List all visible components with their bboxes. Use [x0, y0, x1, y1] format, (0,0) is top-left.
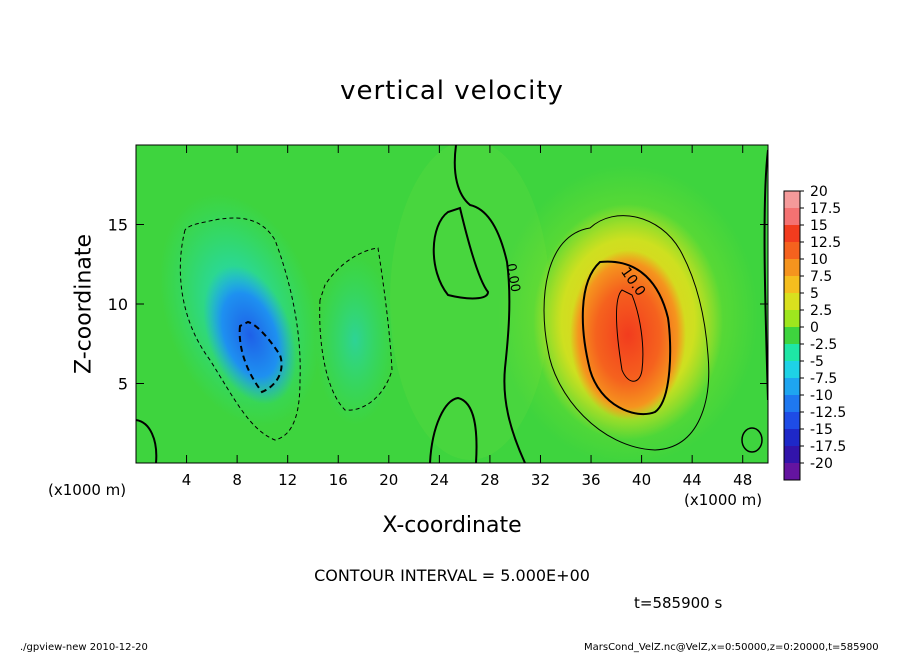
contour-10	[581, 260, 672, 416]
zero-contour-main	[453, 145, 526, 463]
colorbar-label: -5	[810, 354, 824, 370]
x-tick-label: 8	[232, 471, 242, 489]
colorbar-label: 20	[810, 184, 828, 200]
colorbar-swatch	[784, 208, 800, 225]
zero-contour-lower	[429, 396, 478, 463]
weak-updraft-band	[390, 145, 550, 460]
colorbar-label: -12.5	[810, 405, 846, 421]
colorbar-label: -7.5	[810, 371, 837, 387]
x-axis-label: X-coordinate	[382, 513, 522, 538]
colorbar-label: 17.5	[810, 201, 841, 217]
x-tick-label: 24	[430, 471, 449, 489]
footer-right: MarsCond_VelZ.nc@VelZ,x=0:50000,z=0:2000…	[584, 642, 879, 653]
x-tick-label: 12	[278, 471, 297, 489]
colorbar-label: 10	[810, 252, 828, 268]
colorbar-label: -20	[810, 456, 833, 472]
x-unit-label-left: (x1000 m)	[48, 481, 127, 499]
y-tick-label: 10	[108, 295, 128, 314]
downdraft-core	[203, 265, 297, 405]
x-tick-label: 44	[683, 471, 702, 489]
zero-contour-left	[136, 419, 158, 463]
contour-minus-5	[179, 217, 301, 441]
colorbar-swatch	[784, 429, 800, 446]
colorbar-swatch	[784, 310, 800, 327]
contour-minus-10	[238, 320, 283, 394]
colorbar-swatch	[784, 293, 800, 310]
x-tick-label: 32	[531, 471, 550, 489]
x-tick-label: 20	[379, 471, 398, 489]
time-label: t=585900 s	[634, 594, 723, 612]
colorbar-swatch	[784, 259, 800, 276]
colorbar-frame	[783, 190, 801, 481]
colorbar-label: 2.5	[810, 303, 832, 319]
colorbar-label: 12.5	[810, 235, 841, 251]
colorbar-swatch	[784, 412, 800, 429]
y-axis-ticks: 5 10 15	[108, 216, 768, 394]
colorbar-swatch	[784, 191, 800, 208]
contour-15	[616, 289, 644, 382]
contour-5	[543, 215, 710, 451]
zero-contour-loop	[432, 206, 490, 300]
colorbar-label: -10	[810, 388, 833, 404]
colorbar-label: 15	[810, 218, 828, 234]
x-tick-label: 28	[480, 471, 499, 489]
footer-left: ./gpview-new 2010-12-20	[20, 642, 148, 653]
colorbar-swatch	[784, 242, 800, 259]
colorbar-swatch	[784, 276, 800, 293]
colorbar-swatch	[784, 225, 800, 242]
colorbar-label: -2.5	[810, 337, 837, 353]
colorbar-swatch	[784, 344, 800, 361]
colorbar-swatch	[784, 463, 800, 480]
updraft-core	[570, 250, 686, 420]
x-tick-label: 48	[733, 471, 752, 489]
colorbar-swatch	[784, 361, 800, 378]
colorbar-label: 7.5	[810, 269, 832, 285]
x-unit-label-right: (x1000 m)	[684, 491, 763, 509]
x-axis-ticks: 4 8 12 16 20 24 28 32 36 40 44 48	[182, 145, 752, 489]
colorbar-swatch	[784, 327, 800, 344]
colorbar-label: 5	[810, 286, 819, 302]
zero-contour-right	[763, 149, 768, 401]
x-tick-label: 4	[182, 471, 192, 489]
x-tick-label: 40	[632, 471, 651, 489]
colorbar: 2017.51512.5107.552.50-2.5-5-7.5-10-12.5…	[783, 184, 846, 481]
zero-contour-small	[741, 427, 763, 453]
y-tick-label: 5	[118, 375, 128, 394]
colorbar-label: 0	[810, 320, 819, 336]
colorbar-swatch	[784, 395, 800, 412]
colorbar-swatch	[784, 446, 800, 463]
contour-label-zero: 0.00	[503, 262, 523, 293]
y-tick-label: 15	[108, 216, 128, 235]
colorbar-label: -17.5	[810, 439, 846, 455]
colorbar-swatch	[784, 378, 800, 395]
colorbar-label: -15	[810, 422, 833, 438]
y-axis-label: Z-coordinate	[71, 234, 97, 374]
contour-interval-text: CONTOUR INTERVAL = 5.000E+00	[314, 566, 590, 585]
x-tick-label: 16	[329, 471, 348, 489]
x-tick-label: 36	[581, 471, 600, 489]
velocity-field: 10.0 0.00	[136, 145, 768, 463]
downdraft-secondary	[315, 255, 395, 425]
contour-minus-5-b	[319, 247, 393, 411]
chart-title: vertical velocity	[340, 76, 564, 106]
